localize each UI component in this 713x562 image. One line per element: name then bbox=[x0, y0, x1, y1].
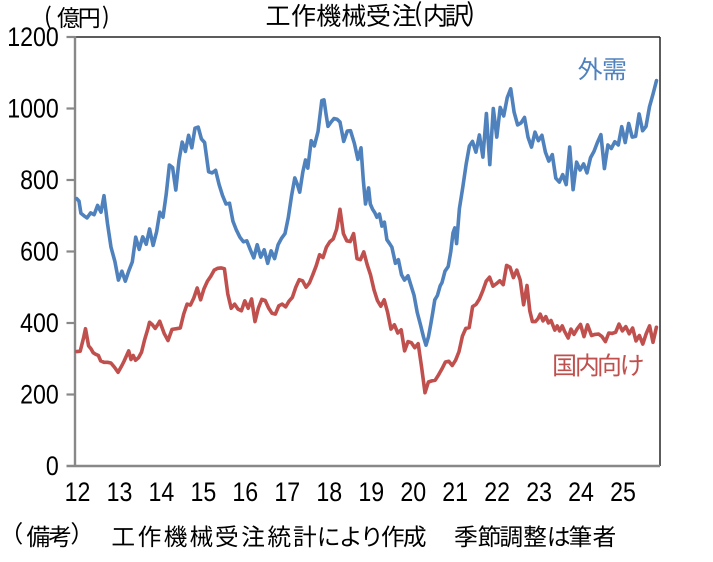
svg-text:16: 16 bbox=[232, 478, 258, 508]
svg-text:0: 0 bbox=[46, 452, 59, 482]
svg-text:23: 23 bbox=[526, 478, 552, 508]
svg-text:24: 24 bbox=[568, 478, 594, 508]
svg-text:400: 400 bbox=[20, 309, 59, 339]
svg-text:12: 12 bbox=[65, 478, 91, 508]
svg-text:800: 800 bbox=[20, 166, 59, 196]
svg-text:19: 19 bbox=[358, 478, 384, 508]
svg-text:200: 200 bbox=[20, 380, 59, 410]
svg-text:14: 14 bbox=[149, 478, 175, 508]
svg-text:1000: 1000 bbox=[7, 94, 59, 124]
svg-text:21: 21 bbox=[442, 478, 468, 508]
svg-text:13: 13 bbox=[107, 478, 133, 508]
svg-text:20: 20 bbox=[400, 478, 426, 508]
svg-text:22: 22 bbox=[484, 478, 510, 508]
svg-text:600: 600 bbox=[20, 237, 59, 267]
svg-text:18: 18 bbox=[316, 478, 342, 508]
svg-text:15: 15 bbox=[191, 478, 217, 508]
svg-text:17: 17 bbox=[274, 478, 300, 508]
svg-text:25: 25 bbox=[610, 478, 636, 508]
svg-text:1200: 1200 bbox=[7, 23, 59, 53]
